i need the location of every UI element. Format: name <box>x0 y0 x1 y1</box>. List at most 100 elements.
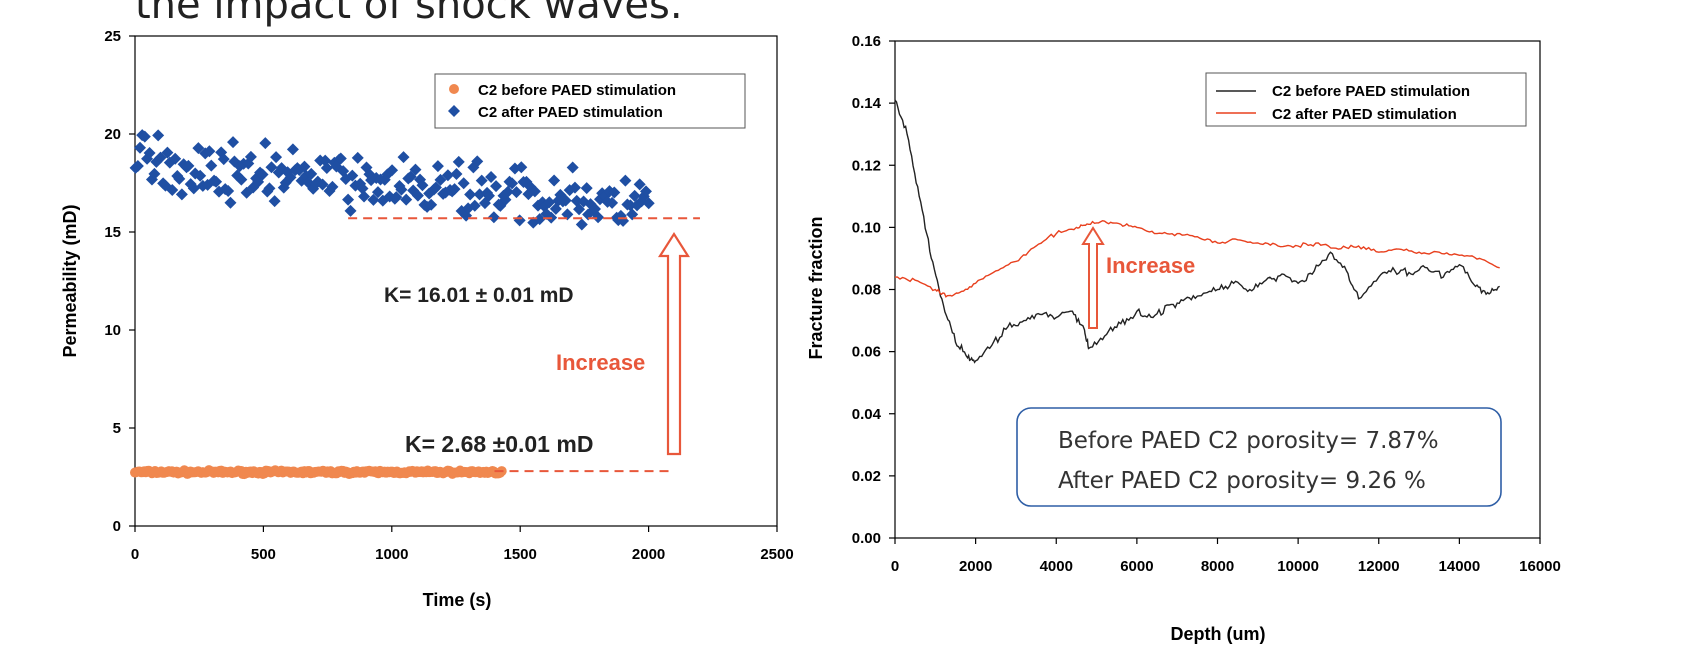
after-data-point <box>222 185 235 198</box>
right-y-tick-label: 0.16 <box>852 33 881 50</box>
before-series-line <box>894 99 1500 364</box>
after-data-point <box>642 197 655 210</box>
after-data-point <box>148 167 161 180</box>
left-legend-label-after: C2 after PAED stimulation <box>478 104 663 121</box>
left-x-tick-label: 2000 <box>632 546 665 563</box>
left-x-tick-label: 0 <box>131 546 139 563</box>
after-data-point <box>471 155 484 168</box>
after-data-point <box>441 169 454 182</box>
after-data-point <box>559 194 572 207</box>
after-data-point <box>210 175 223 188</box>
after-data-point <box>342 193 355 206</box>
after-data-point <box>570 194 583 207</box>
after-data-point <box>482 189 495 202</box>
right-y-axis-title: Fracture fraction <box>806 216 826 359</box>
after-data-point <box>501 185 514 198</box>
after-data-point <box>448 183 461 196</box>
right-data-lines <box>894 99 1500 364</box>
after-data-point <box>400 193 413 206</box>
after-data-point <box>286 143 299 156</box>
after-data-point <box>606 196 619 209</box>
right-y-tick-label: 0.14 <box>852 95 882 112</box>
after-data-point <box>175 188 188 201</box>
left-k-after-label: K= 16.01 ± 0.01 mD <box>384 284 574 307</box>
after-data-point <box>619 174 632 187</box>
after-data-point <box>628 189 641 202</box>
left-reference-lines <box>348 217 700 473</box>
after-data-point <box>131 160 144 173</box>
right-x-tick-label: 14000 <box>1439 558 1481 575</box>
left-legend-label-before: C2 before PAED stimulation <box>478 82 676 99</box>
after-data-point <box>395 183 408 196</box>
after-data-point <box>515 161 528 174</box>
right-y-tick-label: 0.12 <box>852 157 881 174</box>
after-data-point <box>434 173 447 186</box>
after-data-point <box>217 153 230 166</box>
after-data-point <box>316 178 329 191</box>
after-data-point <box>397 151 410 164</box>
after-data-point <box>487 211 500 224</box>
after-data-point <box>416 179 429 192</box>
after-data-point <box>161 146 174 159</box>
right-increase-arrow <box>1081 226 1105 329</box>
after-data-point <box>203 145 216 158</box>
left-y-tick-label: 0 <box>113 518 121 535</box>
after-data-point <box>358 190 371 203</box>
after-data-point <box>344 204 357 217</box>
after-data-point <box>166 183 179 196</box>
left-x-axis-ticks: 0 500 1000 1500 2000 2500 <box>131 526 794 563</box>
after-data-point <box>425 198 438 211</box>
after-data-point <box>485 170 498 183</box>
after-data-point <box>270 151 283 164</box>
right-x-tick-label: 12000 <box>1358 558 1400 575</box>
left-legend-marker-before <box>449 84 459 94</box>
porosity-after-text: After PAED C2 porosity= 9.26 % <box>1058 468 1426 494</box>
after-data-point <box>334 152 347 165</box>
after-data-point <box>528 185 541 198</box>
left-x-tick-label: 1000 <box>375 546 408 563</box>
after-data-point <box>468 199 481 212</box>
slide-header-text: the impact of shock waves. <box>135 0 683 28</box>
right-legend-label-before: C2 before PAED stimulation <box>1272 83 1470 100</box>
after-data-point <box>346 169 359 182</box>
left-increase-label: Increase <box>556 350 645 375</box>
right-increase-label: Increase <box>1106 253 1195 278</box>
after-data-point <box>390 191 403 204</box>
right-x-tick-label: 10000 <box>1277 558 1319 575</box>
after-series-line <box>895 219 1500 298</box>
right-y-tick-label: 0.02 <box>852 468 881 485</box>
porosity-before-text: Before PAED C2 porosity= 7.87% <box>1058 428 1439 454</box>
right-x-tick-label: 0 <box>891 558 899 575</box>
right-y-tick-label: 0.10 <box>852 219 881 236</box>
after-data-point <box>624 199 637 212</box>
after-data-point <box>182 159 195 172</box>
after-data-point <box>633 178 646 191</box>
after-data-point <box>450 167 463 180</box>
left-legend: C2 before PAED stimulation C2 after PAED… <box>434 73 746 129</box>
after-data-point <box>268 195 281 208</box>
after-data-point <box>367 193 380 206</box>
right-x-axis-ticks: 0 2000 4000 6000 8000 10000 12000 14000 16000 <box>891 538 1561 575</box>
after-data-point <box>371 186 384 199</box>
after-data-point <box>411 189 424 202</box>
after-data-point <box>580 182 593 195</box>
after-data-point <box>143 147 156 160</box>
after-data-point <box>506 177 519 190</box>
right-y-tick-label: 0.08 <box>852 282 881 299</box>
right-x-tick-label: 8000 <box>1201 558 1234 575</box>
after-data-point <box>608 186 621 199</box>
after-data-point <box>568 181 581 194</box>
after-data-point <box>205 159 218 172</box>
after-data-point <box>351 151 364 164</box>
right-x-tick-label: 6000 <box>1120 558 1153 575</box>
porosity-info-box: Before PAED C2 porosity= 7.87% After PAE… <box>1016 407 1502 507</box>
right-x-tick-label: 2000 <box>959 558 992 575</box>
left-x-tick-label: 500 <box>251 546 276 563</box>
permeability-chart: 0 500 1000 1500 2000 2500 0 5 10 15 20 25 Increase… <box>60 28 794 610</box>
after-data-point <box>320 162 333 175</box>
after-data-point <box>510 186 523 199</box>
left-increase-arrow <box>657 231 691 456</box>
after-data-point <box>464 188 477 201</box>
left-y-tick-label: 15 <box>104 224 121 241</box>
